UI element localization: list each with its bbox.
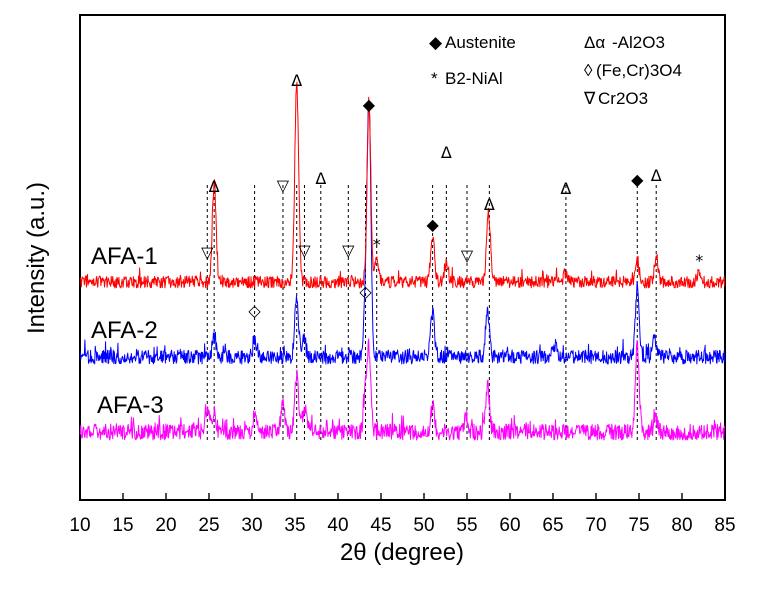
x-axis-label: 2θ (degree) <box>340 539 464 566</box>
x-tick-label-50: 50 <box>413 515 434 536</box>
legend: ◆ Austenite * B2-NiAl Δα -Al2O3 ◊ (Fe,Cr… <box>429 33 682 108</box>
x-axis-ticks: 10 15 20 25 30 35 40 45 50 55 60 65 70 75 80 85 <box>69 493 736 536</box>
legend-marker-b2-nial: * <box>431 69 438 88</box>
legend-label-b2-nial: B2-NiAl <box>445 69 503 88</box>
peak-marker-3: * <box>373 235 381 254</box>
peak-marker-17: ◇ <box>248 301 261 320</box>
series-line-afa-1 <box>79 81 726 289</box>
peak-marker-2: ◆ <box>631 170 644 189</box>
peak-marker-12: ▽ <box>201 243 214 262</box>
peak-marker-4: * <box>695 251 703 270</box>
y-axis-label: Intensity (a.u.) <box>23 182 50 334</box>
x-tick-label-60: 60 <box>499 515 520 536</box>
series-line-afa-3 <box>79 338 726 441</box>
peak-marker-9: Δ <box>484 195 495 214</box>
peak-marker-10: Δ <box>560 179 571 198</box>
legend-label-fecr3o4: (Fe,Cr)3O4 <box>596 61 682 80</box>
series-label-afa-3: AFA-3 <box>97 392 164 419</box>
peak-marker-6: Δ <box>291 71 302 90</box>
x-tick-label-40: 40 <box>327 515 348 536</box>
x-tick-label-15: 15 <box>112 515 133 536</box>
x-tick-label-10: 10 <box>69 515 90 536</box>
peak-marker-5: Δ <box>209 177 220 196</box>
x-tick-label-80: 80 <box>671 515 692 536</box>
series-label-afa-1: AFA-1 <box>91 243 158 270</box>
legend-label-austenite: Austenite <box>445 33 516 52</box>
legend-marker-fecr3o4: ◊ <box>584 61 593 80</box>
legend-marker-austenite: ◆ <box>429 33 443 52</box>
peak-marker-16: ▽ <box>461 246 474 265</box>
series-labels: AFA-1 AFA-2 AFA-3 <box>91 243 164 419</box>
peak-marker-0: ◆ <box>363 95 376 114</box>
x-tick-label-25: 25 <box>198 515 219 536</box>
peak-marker-7: Δ <box>315 169 326 188</box>
peak-marker-1: ◆ <box>426 215 439 234</box>
x-tick-label-35: 35 <box>284 515 305 536</box>
xrd-traces <box>79 81 726 441</box>
x-tick-label-85: 85 <box>714 515 735 536</box>
x-tick-label-20: 20 <box>155 515 176 536</box>
legend-marker-cr2o3: ∇ <box>583 89 596 108</box>
peak-marker-8: Δ <box>441 143 452 162</box>
plot-frame <box>79 14 726 501</box>
x-tick-label-75: 75 <box>628 515 649 536</box>
peak-marker-15: ▽ <box>342 241 355 260</box>
peak-annotations: ◆ ◆ ◆ * * Δ Δ Δ Δ Δ Δ Δ ▽ ▽ ▽ ▽ ▽ ◇ ◇ <box>201 71 703 320</box>
peak-marker-14: ▽ <box>298 241 311 260</box>
peak-marker-13: ▽ <box>277 176 290 195</box>
peak-marker-18: ◇ <box>359 282 372 301</box>
peak-marker-11: Δ <box>651 166 662 185</box>
series-label-afa-2: AFA-2 <box>91 317 158 344</box>
reference-lines <box>206 185 657 440</box>
legend-marker-al2o3: Δα <box>584 33 605 52</box>
x-tick-label-65: 65 <box>542 515 563 536</box>
x-tick-label-45: 45 <box>370 515 391 536</box>
x-tick-label-55: 55 <box>456 515 477 536</box>
x-tick-label-30: 30 <box>241 515 262 536</box>
series-line-afa-2 <box>79 99 726 365</box>
x-tick-label-70: 70 <box>585 515 606 536</box>
legend-label-cr2o3: Cr2O3 <box>598 89 648 108</box>
legend-label-al2o3: -Al2O3 <box>612 33 665 52</box>
